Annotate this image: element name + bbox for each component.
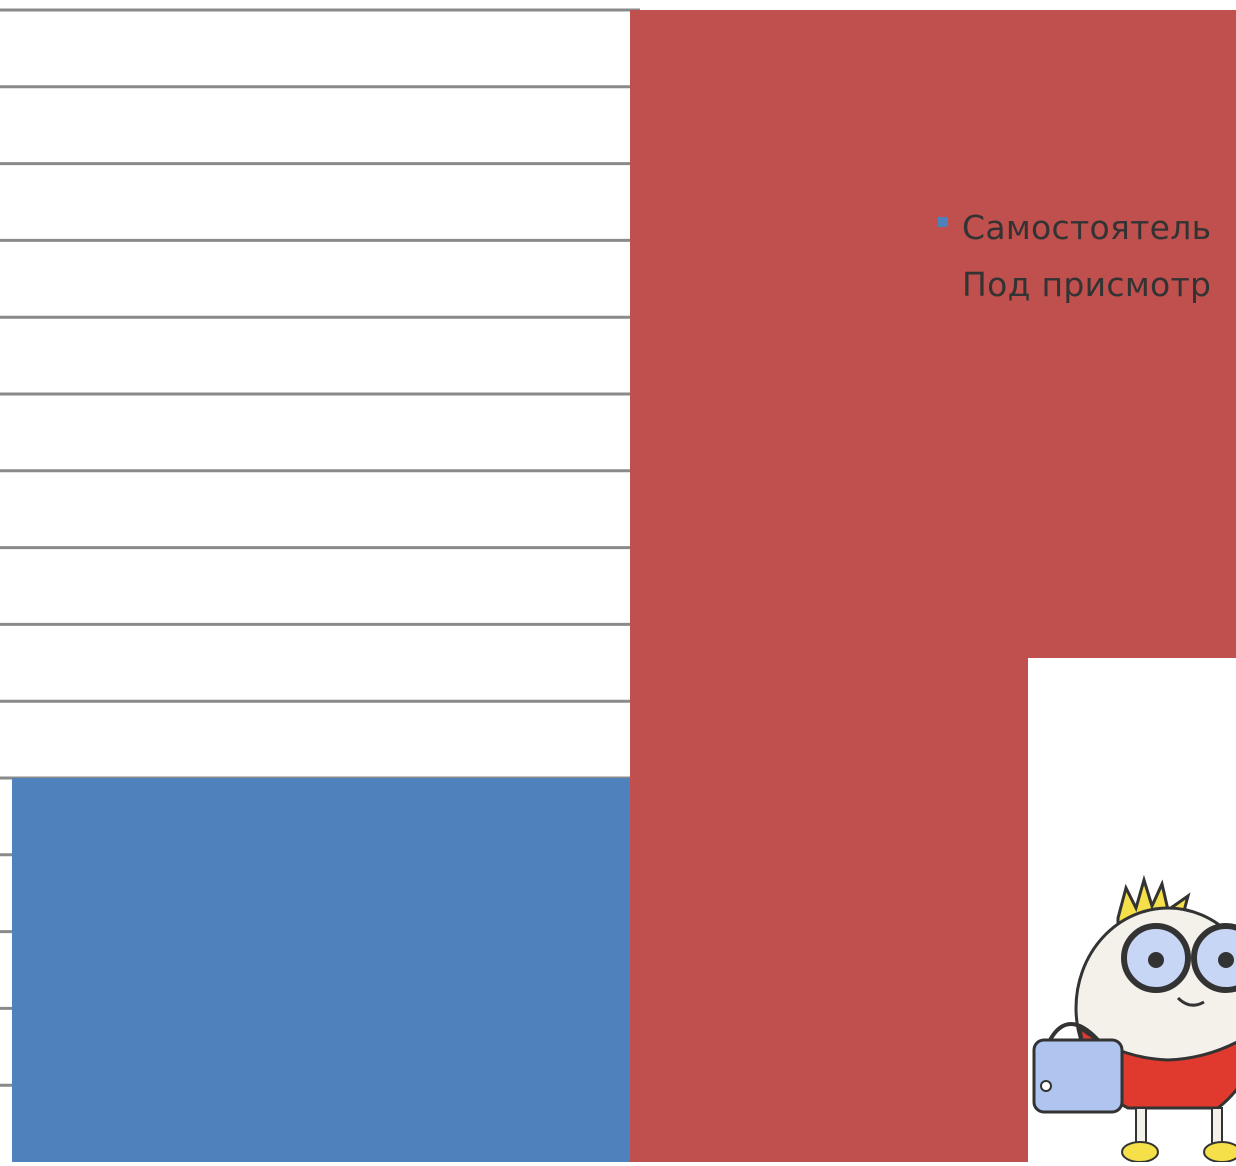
legend-label-series-2: Под присмотр — [962, 265, 1212, 304]
bar-series-1 — [12, 778, 630, 1162]
legend-label-series-1: Самостоятель — [962, 208, 1212, 247]
legend-swatch-series-1 — [938, 217, 948, 227]
cartoon-egg-student-icon — [1028, 658, 1236, 1162]
